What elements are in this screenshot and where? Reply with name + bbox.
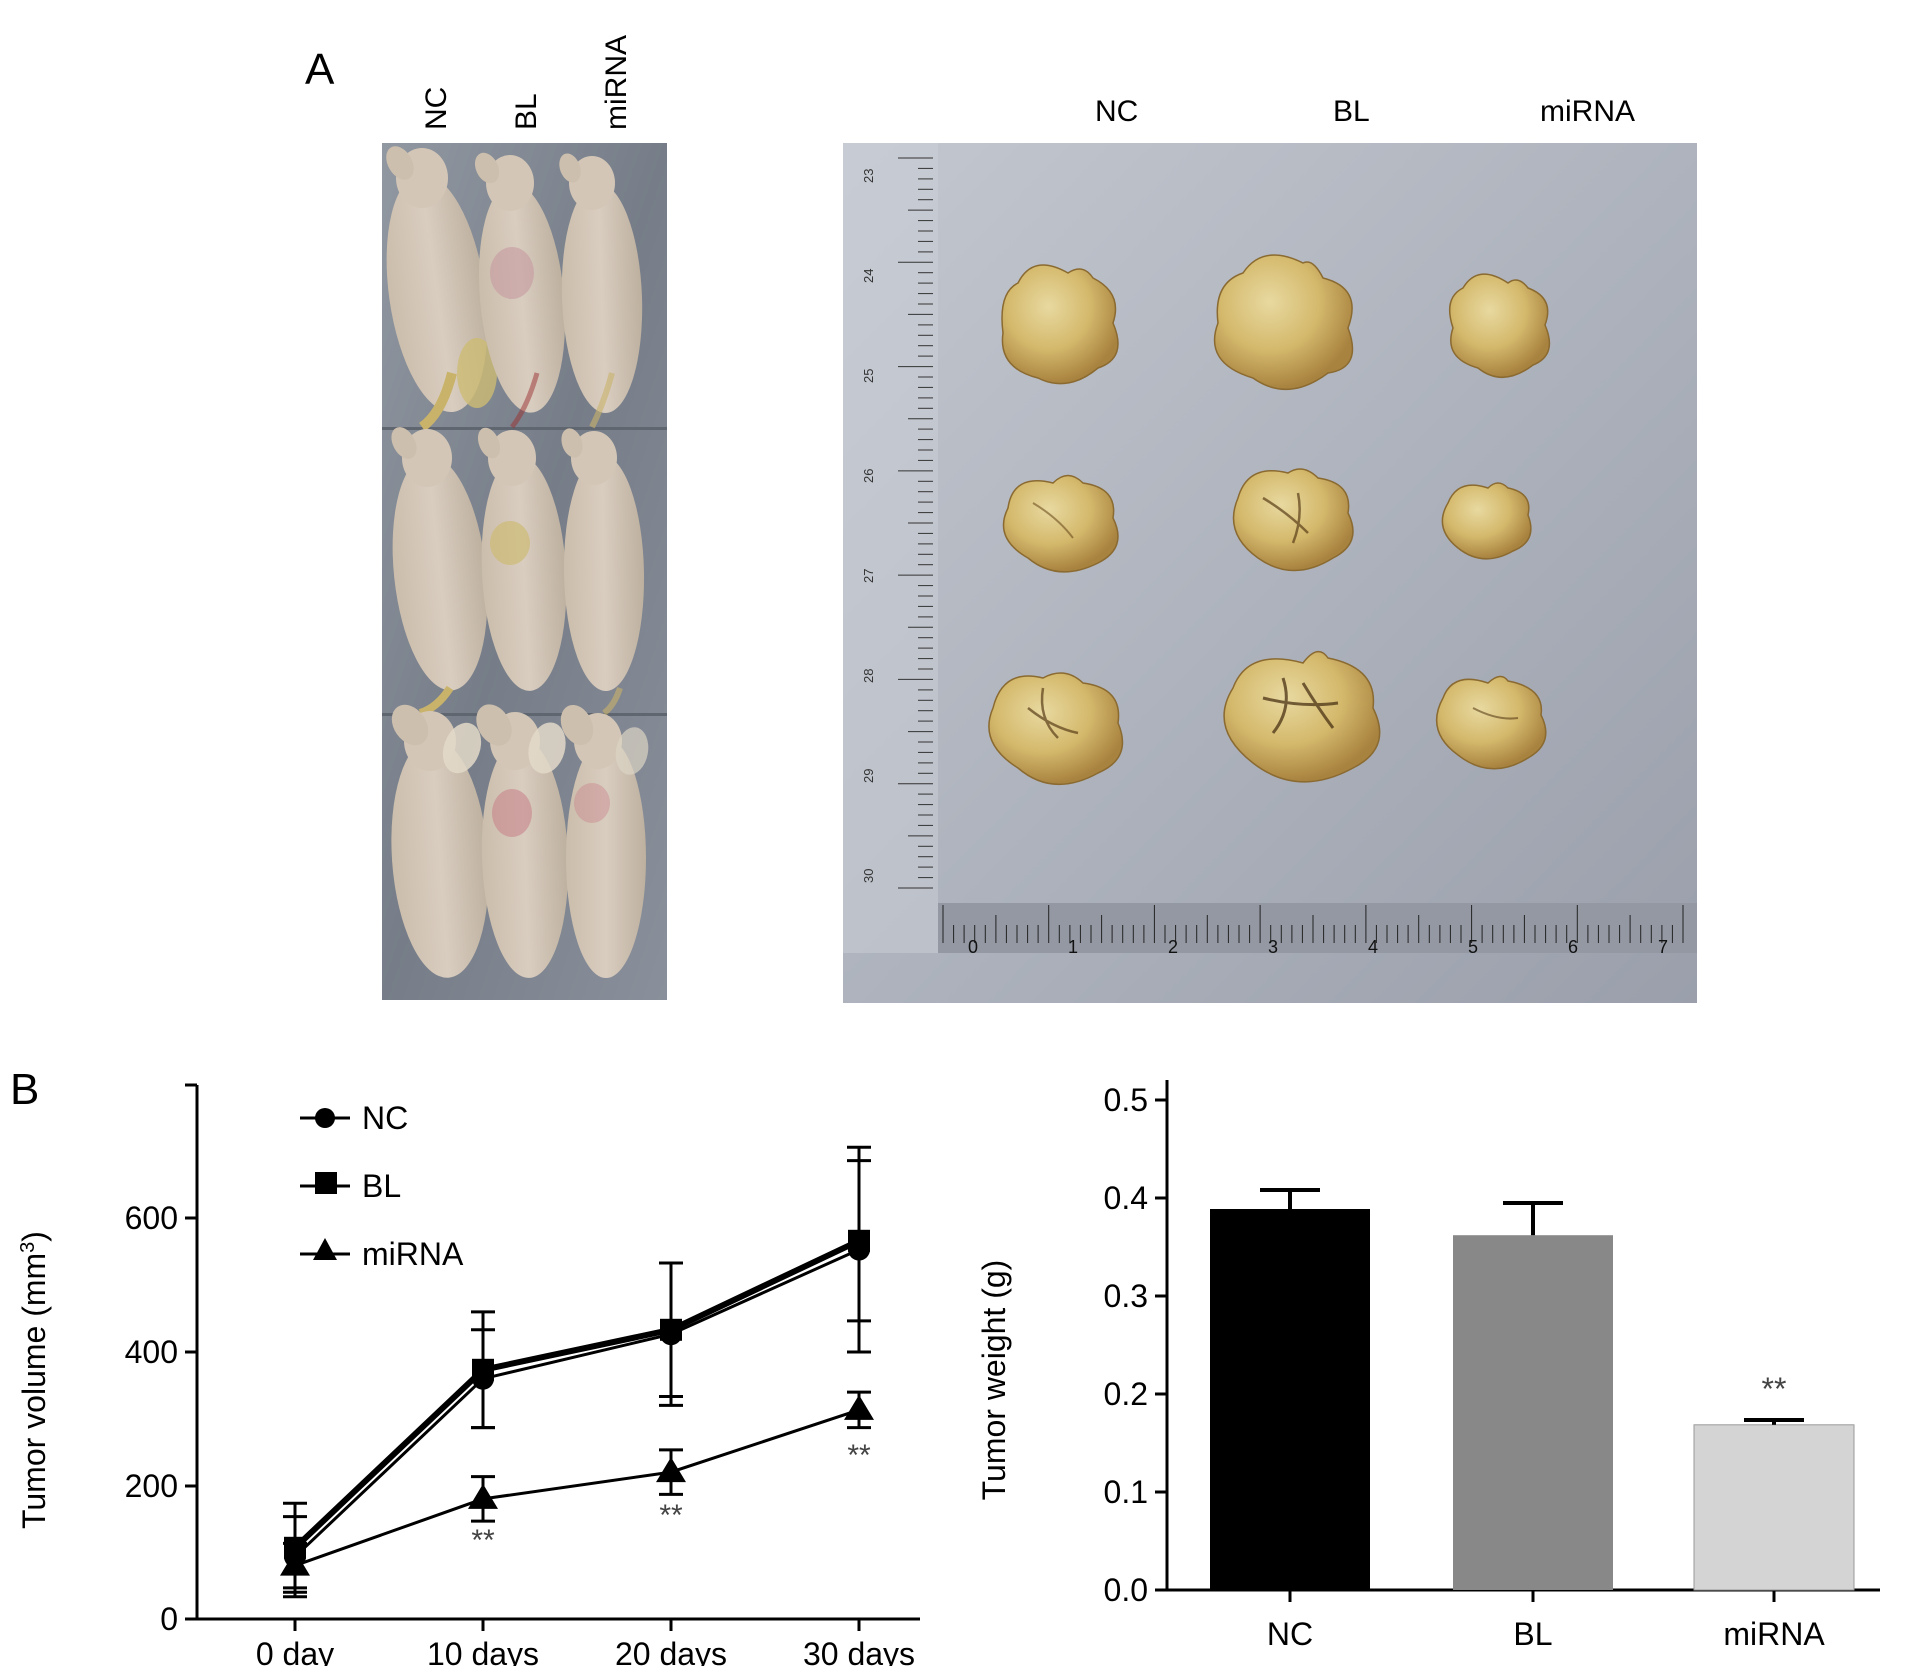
svg-text:25: 25: [861, 369, 876, 383]
svg-text:20 days: 20 days: [615, 1636, 727, 1666]
svg-text:7: 7: [1658, 937, 1668, 957]
svg-text:0.3: 0.3: [1104, 1278, 1148, 1314]
svg-text:3: 3: [1268, 937, 1278, 957]
svg-text:0.2: 0.2: [1104, 1376, 1148, 1412]
svg-text:0: 0: [160, 1601, 178, 1637]
svg-text:**: **: [659, 1499, 683, 1532]
svg-text:400: 400: [125, 1334, 178, 1370]
svg-text:**: **: [471, 1524, 495, 1557]
svg-text:BL: BL: [1513, 1616, 1552, 1652]
svg-text:Tumor volume (mm3): Tumor volume (mm3): [16, 1231, 52, 1529]
svg-text:24: 24: [861, 269, 876, 283]
svg-text:miRNA: miRNA: [1723, 1616, 1825, 1652]
svg-text:600: 600: [125, 1200, 178, 1236]
svg-text:0.0: 0.0: [1104, 1572, 1148, 1608]
svg-text:2: 2: [1168, 937, 1178, 957]
svg-text:29: 29: [861, 769, 876, 783]
svg-text:NC: NC: [1267, 1616, 1313, 1652]
svg-text:0 day: 0 day: [256, 1636, 334, 1666]
svg-text:BL: BL: [362, 1168, 401, 1204]
svg-text:200: 200: [125, 1468, 178, 1504]
svg-text:**: **: [847, 1439, 871, 1472]
svg-text:1: 1: [1068, 937, 1078, 957]
svg-text:miRNA: miRNA: [362, 1236, 464, 1272]
svg-text:5: 5: [1468, 937, 1478, 957]
svg-text:30 days: 30 days: [803, 1636, 915, 1666]
svg-text:6: 6: [1568, 937, 1578, 957]
svg-text:10 days: 10 days: [427, 1636, 539, 1666]
svg-text:23: 23: [861, 169, 876, 183]
svg-text:NC: NC: [362, 1100, 408, 1136]
svg-text:26: 26: [861, 469, 876, 483]
svg-text:0: 0: [968, 937, 978, 957]
svg-text:0.5: 0.5: [1104, 1082, 1148, 1118]
svg-text:0.1: 0.1: [1104, 1474, 1148, 1510]
svg-text:4: 4: [1368, 937, 1378, 957]
svg-text:30: 30: [861, 869, 876, 883]
svg-text:Tumor weight (g): Tumor weight (g): [976, 1260, 1012, 1501]
svg-text:27: 27: [861, 569, 876, 583]
svg-text:**: **: [1762, 1371, 1787, 1407]
svg-text:0.4: 0.4: [1104, 1180, 1148, 1216]
svg-text:28: 28: [861, 669, 876, 683]
